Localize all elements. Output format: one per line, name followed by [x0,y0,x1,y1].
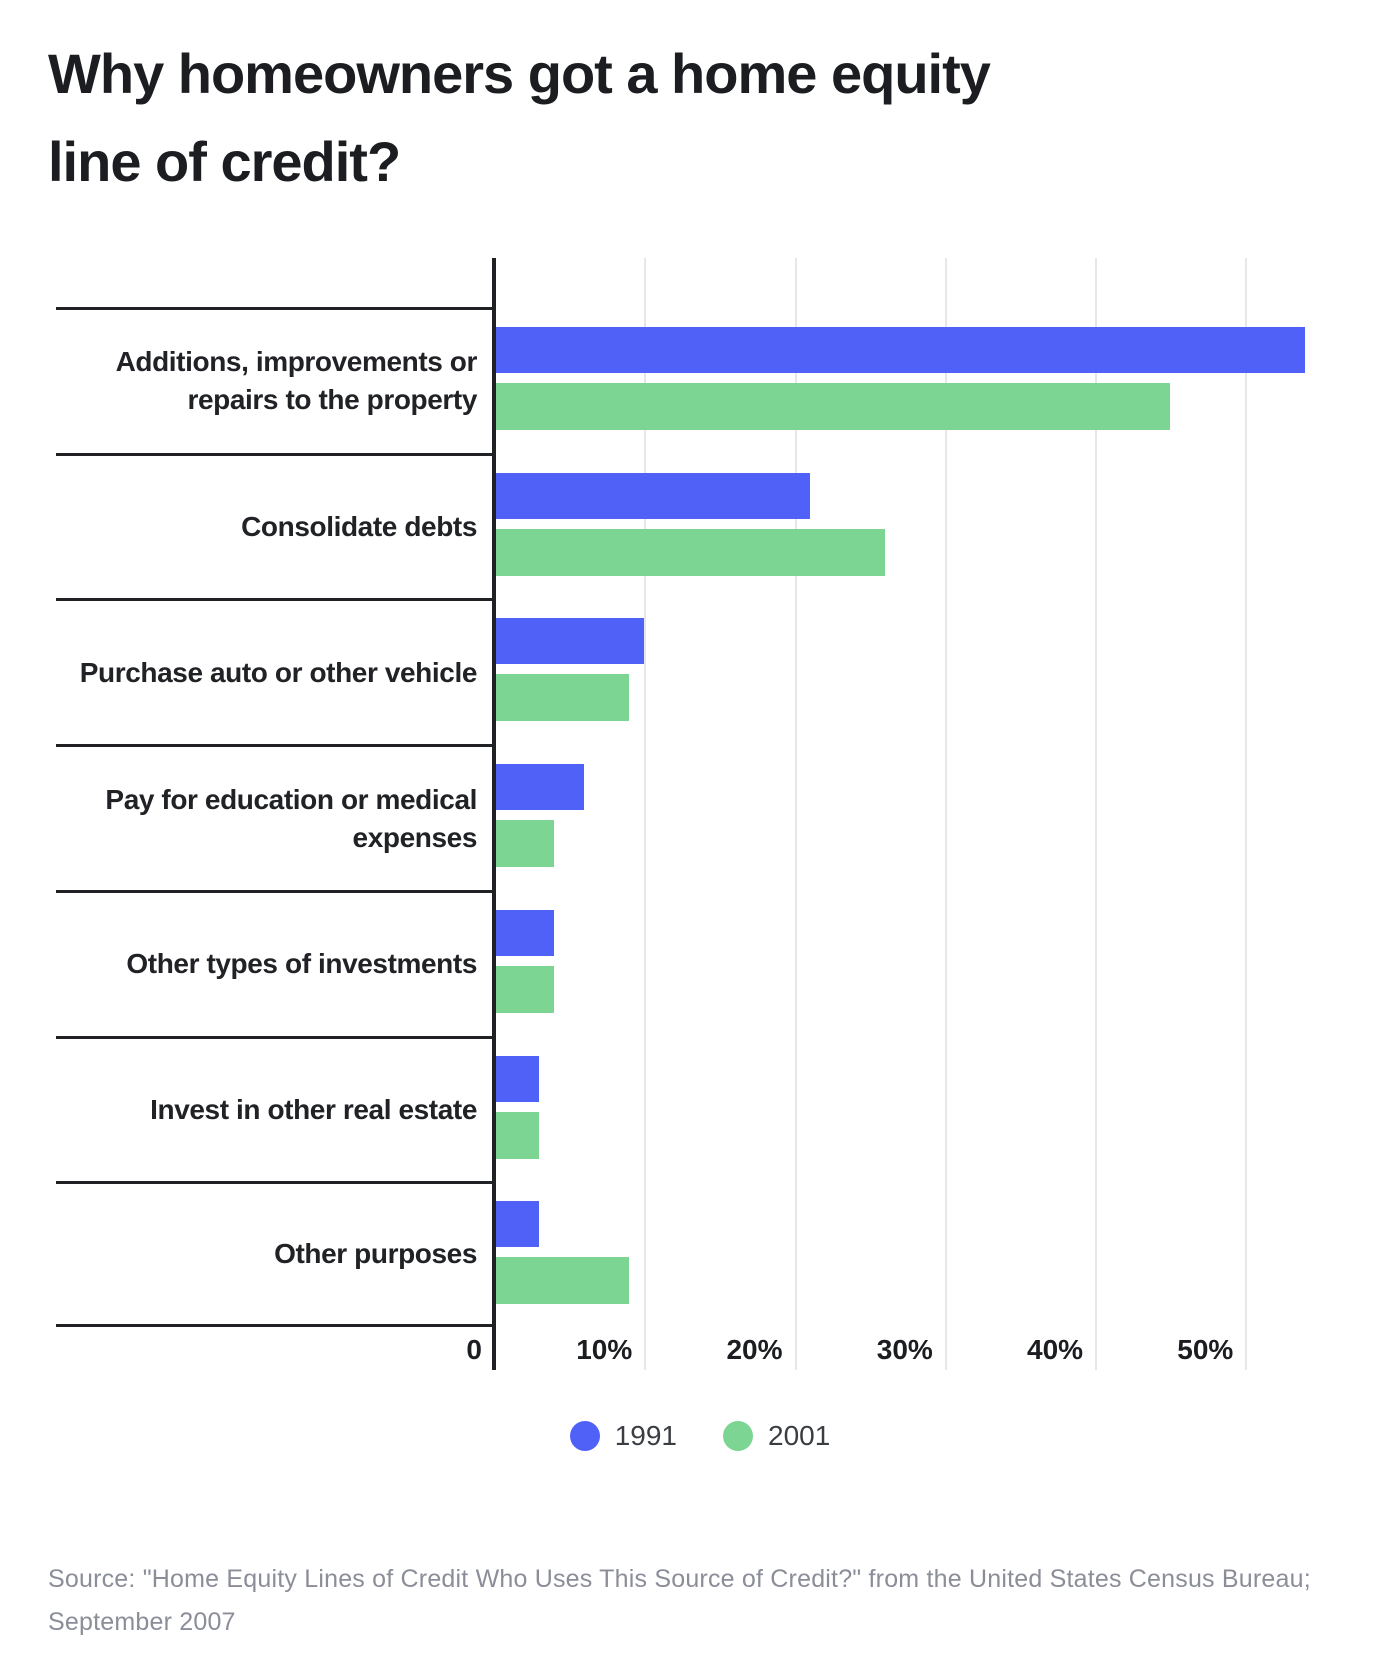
category-row-6: Invest in other real estate [56,1035,1340,1182]
bars-cell [494,890,1340,1036]
category-label: Purchase auto or other vehicle [79,656,478,688]
source-note-line-2: September 2007 [48,1608,236,1636]
bar-chart: Additions, improvements or repairs to th… [56,258,1340,1370]
category-label-cell: Invest in other real estate [56,1035,494,1182]
source-note: Source: "Home Equity Lines of Credit Who… [48,1558,1358,1644]
category-row-2: Consolidate debts [56,452,1340,599]
bar-2001 [494,965,555,1013]
x-tick-label-10%: 10% [576,1334,633,1365]
bar-1991 [494,909,555,956]
bars-cell [494,1181,1340,1327]
plot-area [494,258,1340,1370]
bars-cell [494,1036,1340,1182]
x-tick-label-40%: 40% [1027,1334,1084,1365]
category-label: Other purposes [274,1238,477,1270]
gridline-50% [1245,258,1248,1370]
category-label: Additions, improvements or repairs to th… [115,346,478,416]
legend-label-2001: 2001 [768,1420,831,1451]
bar-2001 [494,528,885,576]
legend: 1991 2001 [0,1420,1400,1452]
category-label-cell: Purchase auto or other vehicle [56,598,494,744]
bar-2001 [494,1111,540,1159]
page-title-line-1: Why homeowners got a home equity [48,42,991,105]
gridline-30% [944,258,947,1370]
category-row-3: Purchase auto or other vehicle [56,598,1340,744]
legend-swatch-2001 [723,1421,753,1451]
gridline-40% [1095,258,1098,1370]
category-label: Invest in other real estate [150,1093,477,1125]
legend-item-2001: 2001 [723,1420,830,1452]
x-tick-label-50%: 50% [1177,1334,1234,1365]
legend-swatch-1991 [569,1421,600,1451]
category-label-cell: Consolidate debts [56,452,494,599]
bar-1991 [494,618,645,665]
x-tick-label-0: 0 [466,1334,482,1365]
bars-cell [494,453,1340,599]
category-label-cell: Additions, improvements or repairs to th… [56,307,494,453]
page-title-line-2: line of credit? [48,130,401,193]
page-title: Why homeowners got a home equity line of… [48,30,1248,206]
bar-1991 [494,327,1306,373]
category-label-cell: Pay for education or medical expenses [56,744,494,890]
bar-2001 [494,383,1171,430]
bar-1991 [494,1201,540,1248]
x-tick-label-20%: 20% [726,1334,783,1365]
bar-2001 [494,1257,630,1305]
legend-label-1991: 1991 [614,1420,677,1451]
category-label-cell: Other types of investments [56,889,494,1036]
category-row-5: Other types of investments [56,889,1340,1036]
legend-item-1991: 1991 [569,1420,677,1452]
category-label: Consolidate debts [241,511,477,543]
bar-1991 [494,1055,540,1102]
category-row-4: Pay for education or medical expenses [56,744,1340,890]
bar-1991 [494,764,585,811]
bar-2001 [494,674,630,722]
bars-cell [494,744,1340,890]
source-note-line-1: Source: "Home Equity Lines of Credit Who… [48,1565,1311,1593]
chart-rows: Additions, improvements or repairs to th… [56,307,1340,1328]
category-row-1: Additions, improvements or repairs to th… [56,307,1340,453]
bar-2001 [494,820,555,868]
y-axis-line [492,258,496,1370]
bar-1991 [494,472,810,519]
gridline-10% [644,258,647,1370]
x-tick-label-30%: 30% [876,1334,933,1365]
category-label: Pay for education or medical expenses [105,783,477,853]
category-row-7: Other purposes [56,1181,1340,1328]
gridline-20% [794,258,797,1370]
category-label-cell: Other purposes [56,1181,494,1328]
x-axis-tick-labels: 0 10% 20% 30% 40% 50% [466,1330,1340,1370]
bars-cell [494,598,1340,744]
bars-cell [494,307,1340,453]
category-label: Other types of investments [126,948,477,980]
